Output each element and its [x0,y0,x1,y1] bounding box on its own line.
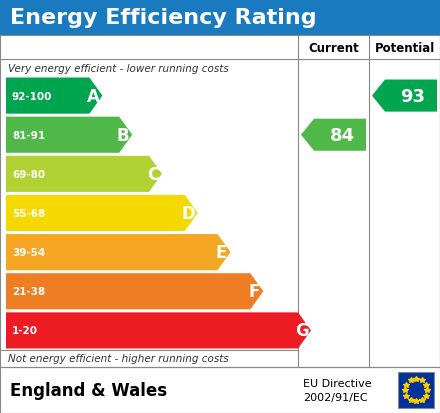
Text: Potential: Potential [374,41,435,55]
Text: 39-54: 39-54 [12,247,45,258]
Text: Not energy efficient - higher running costs: Not energy efficient - higher running co… [8,354,229,363]
Text: 1-20: 1-20 [12,325,38,336]
Text: 93: 93 [400,88,425,105]
Polygon shape [6,235,231,271]
Polygon shape [6,117,132,153]
Text: G: G [295,322,309,339]
Polygon shape [6,195,198,232]
Text: B: B [117,126,129,145]
Polygon shape [6,313,311,349]
Polygon shape [6,78,103,114]
Text: 21-38: 21-38 [12,287,45,297]
Text: A: A [87,88,100,105]
Bar [0,0,440,36]
Text: 84: 84 [330,126,355,145]
Text: C: C [147,166,159,183]
Polygon shape [6,273,263,310]
Text: 55-68: 55-68 [12,209,45,218]
Text: E: E [216,244,227,261]
Polygon shape [301,119,366,152]
Text: Very energy efficient - lower running costs: Very energy efficient - lower running co… [8,63,229,74]
Text: F: F [249,282,260,301]
Text: 81-91: 81-91 [12,131,45,140]
Text: 92-100: 92-100 [12,91,52,101]
Text: 2002/91/EC: 2002/91/EC [303,392,368,402]
Text: Energy Efficiency Rating: Energy Efficiency Rating [10,8,317,28]
Text: Current: Current [308,41,359,55]
Text: 69-80: 69-80 [12,169,45,179]
Text: D: D [182,204,196,223]
Bar [398,372,434,408]
Polygon shape [372,80,437,112]
Polygon shape [6,157,162,192]
Text: England & Wales: England & Wales [10,381,167,399]
Text: EU Directive: EU Directive [303,378,372,388]
Bar [0,367,440,413]
